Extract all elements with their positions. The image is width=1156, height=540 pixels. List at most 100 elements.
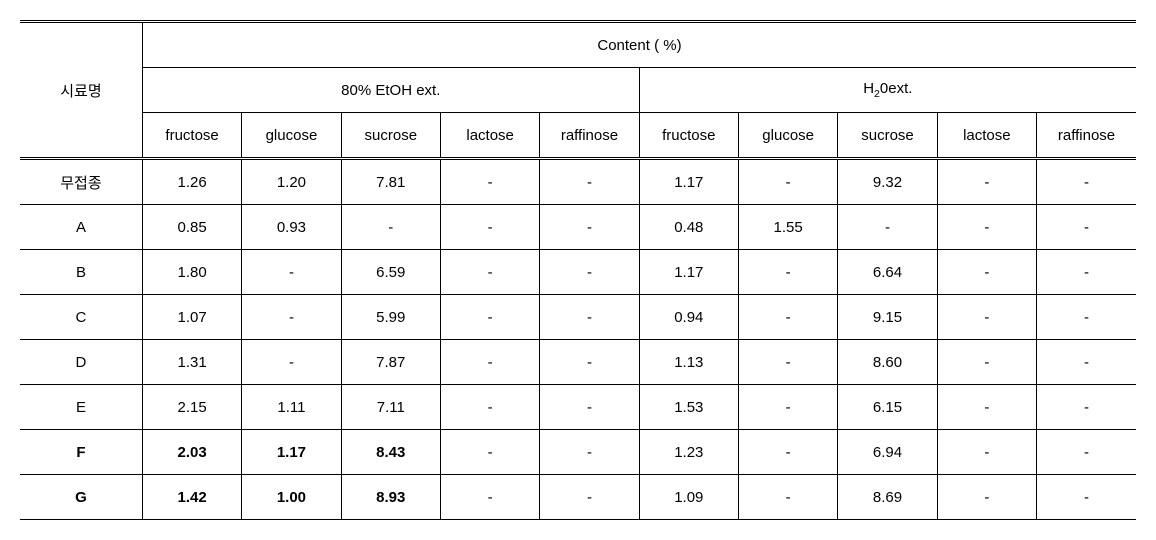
row-label: G bbox=[20, 475, 142, 520]
cell: 8.69 bbox=[838, 475, 937, 520]
col-lactose-2: lactose bbox=[937, 113, 1036, 159]
cell: - bbox=[540, 340, 639, 385]
cell: - bbox=[738, 430, 837, 475]
cell: - bbox=[1037, 430, 1136, 475]
cell: - bbox=[540, 205, 639, 250]
cell: - bbox=[937, 295, 1036, 340]
row-label: F bbox=[20, 430, 142, 475]
col-fructose-2: fructose bbox=[639, 113, 738, 159]
cell: 1.07 bbox=[142, 295, 241, 340]
group-h2o: H20ext. bbox=[639, 68, 1136, 113]
row-label: E bbox=[20, 385, 142, 430]
cell: - bbox=[937, 430, 1036, 475]
cell: 0.85 bbox=[142, 205, 241, 250]
cell: - bbox=[738, 250, 837, 295]
cell: - bbox=[1037, 159, 1136, 205]
cell: - bbox=[440, 430, 539, 475]
cell: 1.55 bbox=[738, 205, 837, 250]
cell: - bbox=[440, 159, 539, 205]
cell: 1.17 bbox=[242, 430, 341, 475]
row-label: D bbox=[20, 340, 142, 385]
cell: 7.11 bbox=[341, 385, 440, 430]
cell: - bbox=[540, 159, 639, 205]
col-glucose-1: glucose bbox=[242, 113, 341, 159]
header-row-2: 80% EtOH ext. H20ext. bbox=[20, 68, 1136, 113]
cell: - bbox=[838, 205, 937, 250]
cell: - bbox=[341, 205, 440, 250]
table-row: E2.151.117.11--1.53-6.15-- bbox=[20, 385, 1136, 430]
row-label: C bbox=[20, 295, 142, 340]
cell: 1.17 bbox=[639, 250, 738, 295]
cell: - bbox=[738, 385, 837, 430]
table-body: 무접종1.261.207.81--1.17-9.32--A0.850.93---… bbox=[20, 159, 1136, 520]
cell: 1.00 bbox=[242, 475, 341, 520]
cell: - bbox=[440, 250, 539, 295]
cell: - bbox=[738, 475, 837, 520]
cell: - bbox=[540, 295, 639, 340]
header-row-1: 시료명 Content ( %) bbox=[20, 22, 1136, 68]
cell: 6.64 bbox=[838, 250, 937, 295]
cell: - bbox=[937, 159, 1036, 205]
cell: - bbox=[937, 385, 1036, 430]
cell: 0.48 bbox=[639, 205, 738, 250]
cell: - bbox=[1037, 250, 1136, 295]
cell: 0.93 bbox=[242, 205, 341, 250]
cell: - bbox=[937, 205, 1036, 250]
cell: - bbox=[540, 475, 639, 520]
cell: 2.15 bbox=[142, 385, 241, 430]
cell: 7.87 bbox=[341, 340, 440, 385]
cell: - bbox=[440, 475, 539, 520]
row-label: 무접종 bbox=[20, 159, 142, 205]
cell: - bbox=[738, 340, 837, 385]
cell: - bbox=[1037, 385, 1136, 430]
col-sucrose-2: sucrose bbox=[838, 113, 937, 159]
col-fructose-1: fructose bbox=[142, 113, 241, 159]
cell: 5.99 bbox=[341, 295, 440, 340]
cell: 1.26 bbox=[142, 159, 241, 205]
table-row: F2.031.178.43--1.23-6.94-- bbox=[20, 430, 1136, 475]
cell: 8.60 bbox=[838, 340, 937, 385]
content-table: 시료명 Content ( %) 80% EtOH ext. H20ext. f… bbox=[20, 20, 1136, 520]
cell: - bbox=[738, 159, 837, 205]
cell: 1.42 bbox=[142, 475, 241, 520]
cell: - bbox=[440, 385, 539, 430]
col-sucrose-1: sucrose bbox=[341, 113, 440, 159]
cell: 1.13 bbox=[639, 340, 738, 385]
cell: 1.20 bbox=[242, 159, 341, 205]
group-etoh: 80% EtOH ext. bbox=[142, 68, 639, 113]
cell: 1.53 bbox=[639, 385, 738, 430]
header-row-3: fructose glucose sucrose lactose raffino… bbox=[20, 113, 1136, 159]
cell: 6.59 bbox=[341, 250, 440, 295]
cell: - bbox=[242, 295, 341, 340]
row-label: A bbox=[20, 205, 142, 250]
cell: - bbox=[540, 385, 639, 430]
col-raffinose-1: raffinose bbox=[540, 113, 639, 159]
cell: - bbox=[540, 430, 639, 475]
cell: - bbox=[242, 250, 341, 295]
cell: - bbox=[440, 340, 539, 385]
cell: - bbox=[937, 250, 1036, 295]
cell: 2.03 bbox=[142, 430, 241, 475]
cell: 9.15 bbox=[838, 295, 937, 340]
cell: - bbox=[937, 340, 1036, 385]
cell: 1.11 bbox=[242, 385, 341, 430]
content-header: Content ( %) bbox=[142, 22, 1136, 68]
table-row: 무접종1.261.207.81--1.17-9.32-- bbox=[20, 159, 1136, 205]
group-h2o-post: 0ext. bbox=[880, 80, 913, 97]
cell: - bbox=[242, 340, 341, 385]
group-h2o-pre: H bbox=[863, 80, 874, 97]
table-row: A0.850.93---0.481.55--- bbox=[20, 205, 1136, 250]
cell: 6.94 bbox=[838, 430, 937, 475]
table-header: 시료명 Content ( %) 80% EtOH ext. H20ext. f… bbox=[20, 22, 1136, 159]
table-row: G1.421.008.93--1.09-8.69-- bbox=[20, 475, 1136, 520]
cell: - bbox=[440, 295, 539, 340]
cell: - bbox=[1037, 205, 1136, 250]
cell: - bbox=[540, 250, 639, 295]
cell: 1.80 bbox=[142, 250, 241, 295]
cell: - bbox=[440, 205, 539, 250]
table-row: C1.07-5.99--0.94-9.15-- bbox=[20, 295, 1136, 340]
row-label-header: 시료명 bbox=[20, 22, 142, 159]
cell: 8.93 bbox=[341, 475, 440, 520]
cell: 1.23 bbox=[639, 430, 738, 475]
cell: 7.81 bbox=[341, 159, 440, 205]
